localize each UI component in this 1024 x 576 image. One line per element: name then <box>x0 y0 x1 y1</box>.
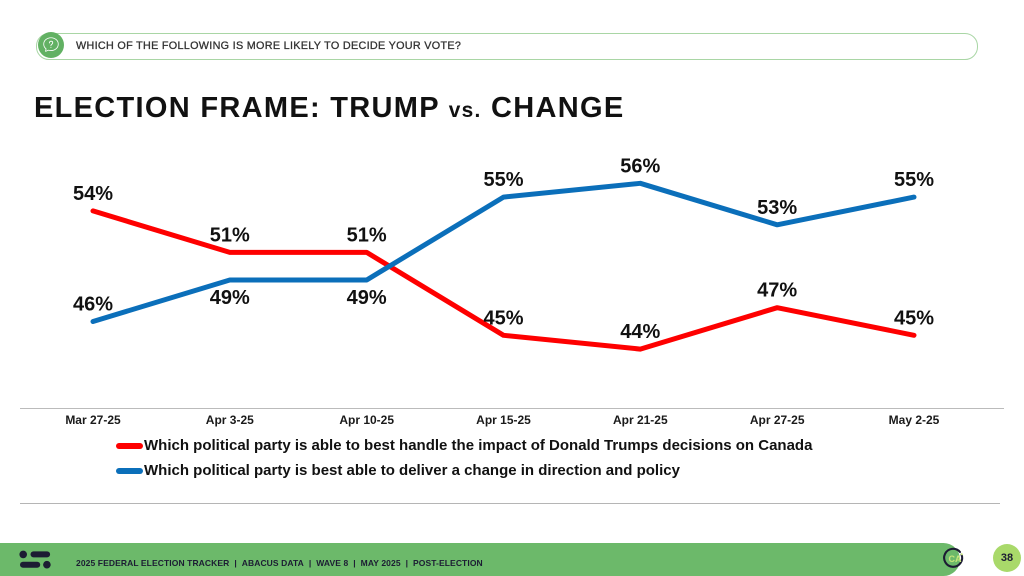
svg-text:54%: 54% <box>73 183 113 205</box>
svg-text:45%: 45% <box>483 307 523 329</box>
svg-text:55%: 55% <box>894 169 934 191</box>
svg-text:56%: 56% <box>620 155 660 177</box>
svg-text:45%: 45% <box>894 307 934 329</box>
svg-text:44%: 44% <box>620 321 660 343</box>
svg-text:51%: 51% <box>210 224 250 246</box>
svg-text:55%: 55% <box>483 169 523 191</box>
svg-text:51%: 51% <box>347 224 387 246</box>
svg-text:49%: 49% <box>210 287 250 309</box>
svg-text:47%: 47% <box>757 280 797 302</box>
svg-text:49%: 49% <box>347 287 387 309</box>
svg-text:53%: 53% <box>757 197 797 219</box>
svg-text:46%: 46% <box>73 294 113 316</box>
